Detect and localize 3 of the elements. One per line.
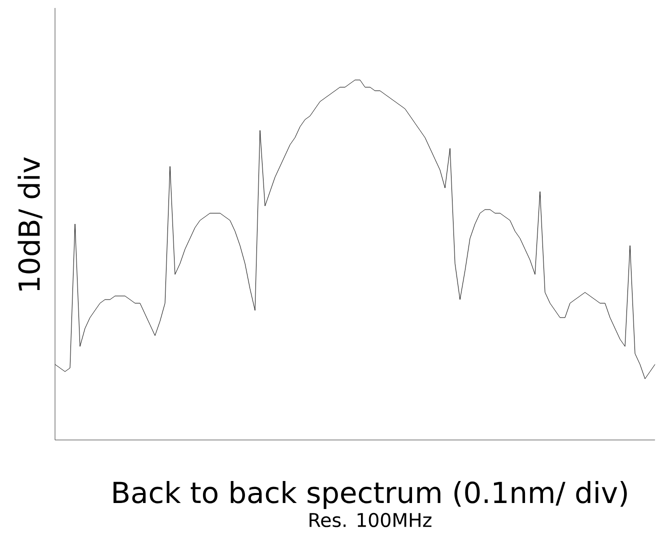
y-axis-title: 10dB/ div	[18, 157, 42, 290]
x-axis-title: Back to back spectrum (0.1nm/ div)	[114, 481, 627, 509]
text: Res. 100MHz	[310, 512, 432, 528]
